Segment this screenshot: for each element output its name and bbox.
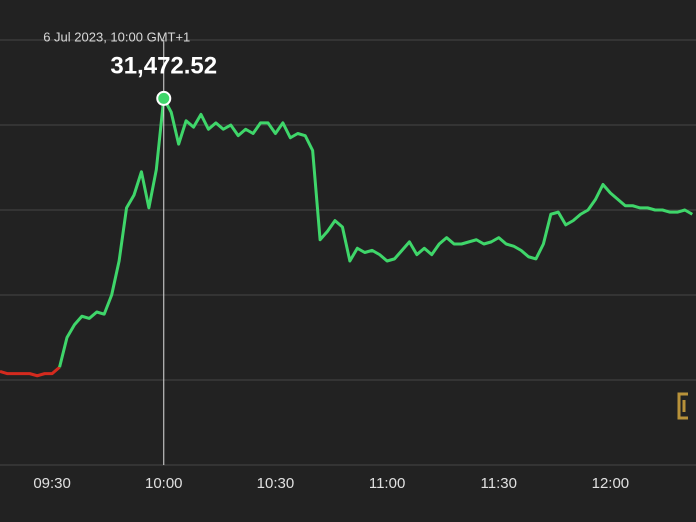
hover-value: 31,472.52 (110, 52, 217, 79)
x-tick-label: 11:00 (369, 475, 405, 492)
price-line (0, 366, 61, 378)
x-tick-label: 12:00 (592, 475, 630, 492)
x-tick-label: 10:30 (257, 475, 295, 492)
x-tick-label: 11:30 (481, 475, 517, 492)
icon-bracket (677, 392, 688, 420)
brand-icon (677, 392, 688, 420)
hover-date: 6 Jul 2023, 10:00 GMT+1 (43, 29, 190, 44)
x-tick-label: 09:30 (33, 475, 71, 492)
x-tick-label: 10:00 (145, 475, 183, 492)
hover-point (156, 90, 172, 106)
